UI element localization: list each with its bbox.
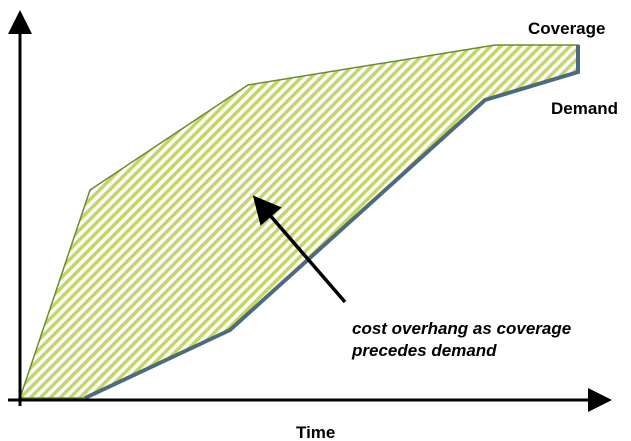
coverage-label: Coverage xyxy=(528,19,605,38)
demand-line xyxy=(84,45,580,400)
pointer-arrow xyxy=(252,195,347,304)
demand-label: Demand xyxy=(551,99,618,118)
x-axis-label: Time xyxy=(296,423,335,441)
annotation-line: precedes demand xyxy=(351,341,497,360)
annotation-line: cost overhang as coverage xyxy=(352,319,571,338)
